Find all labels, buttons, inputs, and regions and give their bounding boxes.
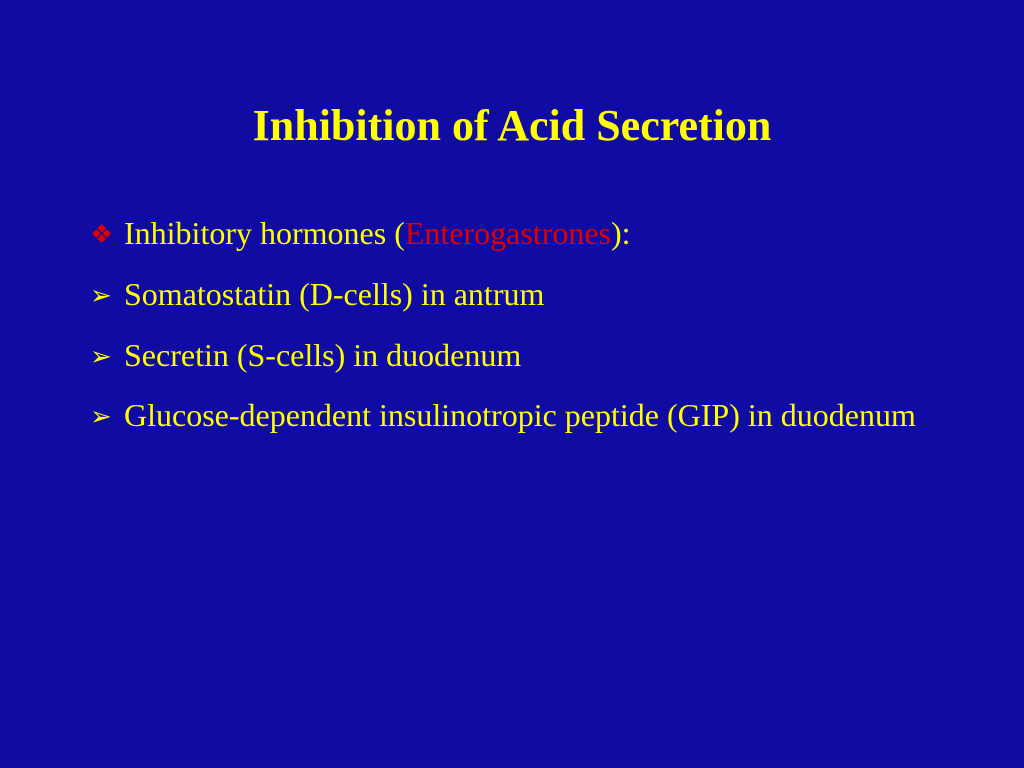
bullet-item-text: Somatostatin (D-cells) in antrum (124, 272, 944, 317)
slide-content: ❖ Inhibitory hormones (Enterogastrones):… (80, 211, 944, 438)
slide-container: Inhibition of Acid Secretion ❖ Inhibitor… (0, 0, 1024, 768)
bullet-item: ➢ Somatostatin (D-cells) in antrum (90, 272, 944, 317)
header-highlight: Enterogastrones (405, 215, 611, 251)
bullet-item-text: Glucose-dependent insulinotropic peptide… (124, 393, 944, 438)
chevron-icon: ➢ (90, 393, 124, 435)
bullet-item-text: Secretin (S-cells) in duodenum (124, 333, 944, 378)
header-prefix: Inhibitory hormones ( (124, 215, 405, 251)
bullet-item: ➢ Secretin (S-cells) in duodenum (90, 333, 944, 378)
header-suffix: ): (611, 215, 631, 251)
bullet-header-text: Inhibitory hormones (Enterogastrones): (124, 211, 944, 256)
chevron-icon: ➢ (90, 333, 124, 375)
bullet-item: ➢ Glucose-dependent insulinotropic pepti… (90, 393, 944, 438)
slide-title: Inhibition of Acid Secretion (80, 100, 944, 151)
diamond-icon: ❖ (90, 211, 124, 253)
chevron-icon: ➢ (90, 272, 124, 314)
bullet-header: ❖ Inhibitory hormones (Enterogastrones): (90, 211, 944, 256)
